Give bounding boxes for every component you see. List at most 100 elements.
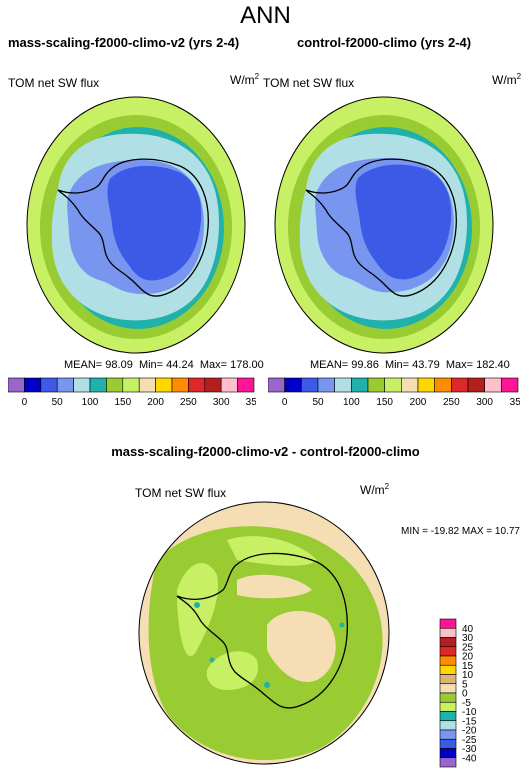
band-50	[355, 164, 452, 280]
diff-variable: TOM net SW flux	[135, 486, 227, 500]
colorbar-left: 0 50 100 150 200 250 300 350	[8, 377, 256, 408]
colorbar-swatch	[439, 627, 457, 638]
diff-title: mass-scaling-f2000-climo-v2 - control-f2…	[111, 444, 420, 459]
colorbar-swatch	[467, 377, 485, 393]
colorbar-tick-label: -5	[462, 698, 471, 709]
panel-left-variable: TOM net SW flux	[8, 76, 100, 90]
colorbar-tick-label: 350	[246, 397, 256, 408]
colorbar-tick-label: 0	[462, 689, 468, 700]
colorbar-swatch	[439, 692, 457, 703]
colorbar-swatch	[451, 377, 469, 393]
colorbar-tick-label: 150	[376, 397, 393, 408]
colorbar-tick-label: -30	[462, 744, 477, 755]
colorbar-tick-label: 5	[462, 679, 468, 690]
colorbar-swatch	[434, 377, 452, 393]
colorbar-swatch	[439, 637, 457, 648]
map-right	[274, 96, 494, 354]
colorbar-swatch	[40, 377, 58, 393]
colorbar-swatch	[439, 711, 457, 722]
colorbar-swatch	[367, 377, 385, 393]
colorbar-tick-label: -10	[462, 707, 477, 718]
panel-left-units: W/m2	[230, 72, 260, 87]
colorbar-tick-label: 200	[410, 397, 427, 408]
colorbar-swatch	[439, 646, 457, 657]
colorbar-swatch	[284, 377, 302, 393]
colorbar-swatch	[8, 377, 25, 393]
colorbar-tick-label: 50	[52, 397, 64, 408]
colorbar-swatch	[439, 720, 457, 731]
diff-units: W/m2	[360, 482, 390, 497]
colorbar-swatch	[106, 377, 124, 393]
colorbar-tick-label: 15	[462, 661, 474, 672]
panel-right-units: W/m2	[492, 72, 522, 87]
panel-right-variable: TOM net SW flux	[263, 76, 355, 90]
colorbar-swatch	[439, 729, 457, 740]
colorbar-swatch	[138, 377, 156, 393]
colorbar-tick-label: 20	[462, 652, 474, 663]
colorbar-swatch	[439, 674, 457, 685]
colorbar-tick-label: 250	[180, 397, 197, 408]
diff-region-neg10-west	[177, 563, 218, 657]
colorbar-swatch	[439, 701, 457, 712]
colorbar-swatch	[439, 618, 457, 629]
colorbar-tick-label: 350	[510, 397, 520, 408]
colorbar-swatch	[24, 377, 42, 393]
colorbar-tick-label: -15	[462, 716, 477, 727]
diff-region-interior-b	[237, 574, 312, 599]
colorbar-tick-label: 0	[282, 397, 288, 408]
colorbar-tick-label: -20	[462, 726, 477, 737]
panel-left-title: mass-scaling-f2000-climo-v2 (yrs 2-4)	[8, 35, 240, 50]
colorbar-swatch	[439, 748, 457, 759]
panel-right-title: control-f2000-climo (yrs 2-4)	[297, 35, 472, 50]
colorbar-right: 0 50 100 150 200 250 300 350	[268, 377, 520, 408]
colorbar-swatch	[204, 377, 222, 393]
colorbar-tick-label: -40	[462, 753, 477, 764]
colorbar-tick-label: 10	[462, 670, 474, 681]
map-diff	[138, 501, 390, 765]
colorbar-swatch	[56, 377, 74, 393]
colorbar-tick-label: 0	[22, 397, 28, 408]
colorbar-tick-label: 200	[147, 397, 164, 408]
band-50	[107, 165, 202, 281]
colorbar-tick-label: 25	[462, 642, 474, 653]
colorbar-swatch	[439, 664, 457, 675]
colorbar-swatch	[155, 377, 173, 393]
colorbar-swatch	[401, 377, 419, 393]
colorbar-tick-label: 150	[114, 397, 131, 408]
colorbar-swatch	[73, 377, 91, 393]
diff-region-neg10-north	[227, 536, 317, 566]
colorbar-tick-label: 30	[462, 633, 474, 644]
colorbar-swatch	[268, 377, 285, 393]
antarctica-coastline	[57, 158, 209, 297]
antarctica-coastline	[305, 158, 457, 297]
colorbar-swatch	[439, 655, 457, 666]
colorbar-tick-label: 50	[312, 397, 324, 408]
colorbar-swatch	[439, 683, 457, 694]
colorbar-swatch	[89, 377, 107, 393]
colorbar-swatch	[171, 377, 189, 393]
colorbar-swatch	[122, 377, 140, 393]
colorbar-swatch	[220, 377, 238, 393]
colorbar-swatch	[301, 377, 319, 393]
colorbar-tick-label: 250	[443, 397, 460, 408]
panel-right-stats: MEAN= 99.86 Min= 43.79 Max= 182.40	[310, 359, 510, 371]
colorbar-swatch	[484, 377, 502, 393]
colorbar-swatch	[417, 377, 435, 393]
colorbar-swatch	[237, 377, 255, 393]
colorbar-swatch	[439, 757, 457, 768]
colorbar-swatch	[351, 377, 369, 393]
colorbar-swatch	[384, 377, 402, 393]
colorbar-tick-label: 300	[213, 397, 230, 408]
colorbar-swatch	[334, 377, 352, 393]
map-left	[26, 96, 246, 354]
colorbar-tick-label: 100	[82, 397, 99, 408]
colorbar-tick-label: 40	[462, 624, 474, 635]
colorbar-tick-label: -25	[462, 735, 477, 746]
antarctica-coastline	[176, 552, 348, 709]
diff-stats: MIN = -19.82 MAX = 10.77	[401, 526, 520, 537]
colorbar-tick-label: 100	[343, 397, 360, 408]
colorbar-swatch	[501, 377, 519, 393]
figure-title: ANN	[240, 2, 291, 29]
panel-left-stats: MEAN= 98.09 Min= 44.24 Max= 178.00	[64, 359, 264, 371]
